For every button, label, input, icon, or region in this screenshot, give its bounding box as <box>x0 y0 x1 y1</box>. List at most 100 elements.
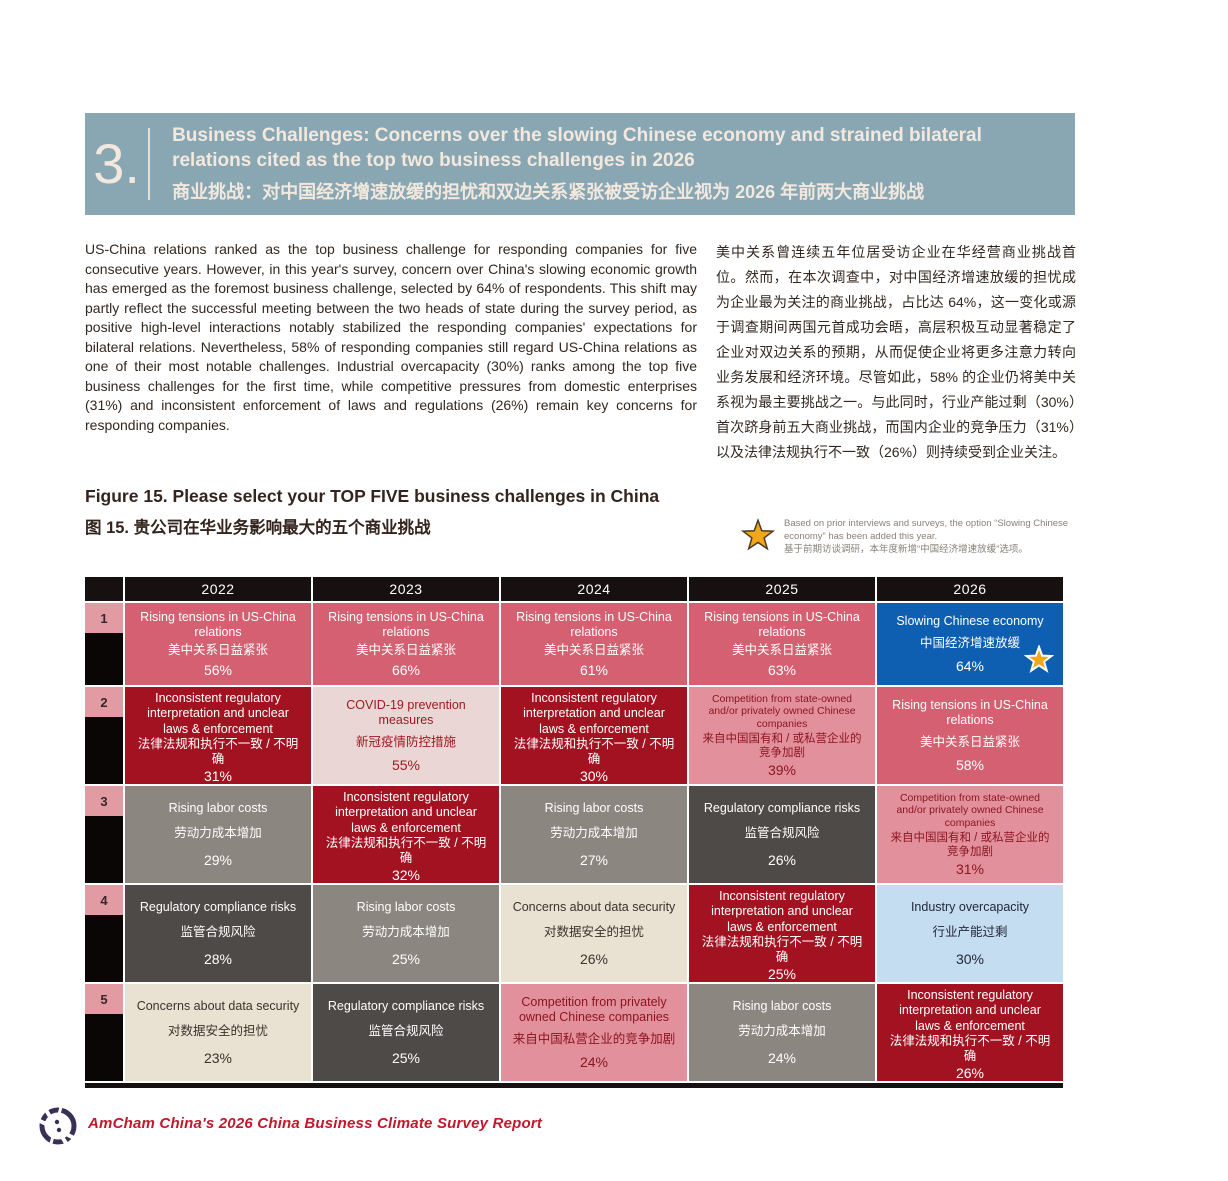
section-titles: Business Challenges: Concerns over the s… <box>172 124 1075 204</box>
challenge-label-en: Concerns about data security <box>136 998 300 1013</box>
rank-number: 5 <box>85 984 123 1014</box>
challenge-value: 25% <box>767 966 797 982</box>
challenge-label-zh: 监管合规风险 <box>180 925 256 940</box>
footer-report-title: AmCham China's 2026 China Business Clima… <box>88 1115 543 1132</box>
figure-title-zh: 图 15. 贵公司在华业务影响最大的五个商业挑战 <box>85 519 431 537</box>
challenge-value: 31% <box>203 768 233 784</box>
challenge-label-zh: 美中关系日益紧张 <box>919 734 1020 749</box>
challenge-cell: Rising tensions in US-China relations 美中关… <box>689 603 875 685</box>
challenge-label-en: COVID-19 prevention measures <box>346 697 466 727</box>
challenge-label-zh: 监管合规风险 <box>744 826 820 841</box>
table-bottom-bar <box>85 1083 1063 1088</box>
challenge-label-en: Competition from state-owned and/or priv… <box>708 692 856 730</box>
figure-title: Figure 15. Please select your TOP FIVE b… <box>85 486 659 538</box>
challenge-label-en: Competition from privately owned Chinese… <box>518 994 670 1024</box>
challenge-value: 27% <box>579 852 609 869</box>
challenge-label-en: Rising labor costs <box>544 800 644 815</box>
rank-number: 2 <box>85 687 123 717</box>
challenge-label-en: Inconsistent regulatory interpretation a… <box>899 988 1041 1033</box>
challenge-label-zh: 行业产能过剩 <box>932 925 1008 940</box>
figure-note-zh: 基于前期访谈调研，本年度新增“中国经济增速放缓”选项。 <box>784 543 1028 555</box>
challenge-value: 39% <box>767 762 797 779</box>
rank-number: 4 <box>85 885 123 915</box>
star-icon <box>740 518 776 559</box>
section-header-band: 3. Business Challenges: Concerns over th… <box>85 113 1075 215</box>
challenge-cell: Regulatory compliance risks 监管合规风险 26% <box>689 786 875 883</box>
challenge-cell: Rising tensions in US-China relations 美中关… <box>125 603 311 685</box>
band-divider <box>148 128 151 200</box>
challenge-cell: Concerns about data security 对数据安全的担忧 26% <box>501 885 687 982</box>
challenge-cell: Inconsistent regulatory interpretation a… <box>501 687 687 784</box>
challenge-label-zh: 美中关系日益紧张 <box>355 643 456 658</box>
challenge-label-en: Regulatory compliance risks <box>139 899 297 914</box>
figure-note-en: Based on prior interviews and surveys, t… <box>784 518 1069 542</box>
challenge-cell: Competition from privately owned Chinese… <box>501 984 687 1081</box>
challenge-cell: Inconsistent regulatory interpretation a… <box>313 786 499 883</box>
challenge-cell: Rising labor costs 劳动力成本增加 27% <box>501 786 687 883</box>
rank-cell: 5 <box>85 984 123 1081</box>
challenge-value: 24% <box>579 1054 609 1071</box>
challenge-label-en: Industry overcapacity <box>910 899 1030 914</box>
challenge-label-zh: 对数据安全的担忧 <box>167 1024 268 1039</box>
challenge-cell: Rising tensions in US-China relations 美中关… <box>501 603 687 685</box>
star-icon <box>1023 643 1055 675</box>
challenge-cell: Competition from state-owned and/or priv… <box>689 687 875 784</box>
year-header: 2025 <box>689 577 875 601</box>
challenge-label-en: Competition from state-owned and/or priv… <box>896 791 1044 829</box>
challenge-label-zh: 法律法规和执行不一致 / 不明确 <box>701 934 863 965</box>
challenge-cell: Slowing Chinese economy 中国经济增速放缓 64% <box>877 603 1063 685</box>
body-paragraph-zh: 美中关系曾连续五年位居受访企业在华经营商业挑战首位。然而，在本次调查中，对中国经… <box>716 244 1076 460</box>
challenge-label-en: Rising labor costs <box>732 998 832 1013</box>
challenge-cell: Concerns about data security 对数据安全的担忧 23% <box>125 984 311 1081</box>
challenge-cell: Rising tensions in US-China relations 美中关… <box>313 603 499 685</box>
challenge-label-en: Inconsistent regulatory interpretation a… <box>147 691 289 736</box>
challenge-label-en: Inconsistent regulatory interpretation a… <box>711 889 853 934</box>
section-number: 3. <box>93 132 140 195</box>
challenge-label-zh: 劳动力成本增加 <box>174 826 262 841</box>
challenge-label-en: Rising tensions in US-China relations <box>704 609 860 640</box>
figure-note-text: Based on prior interviews and surveys, t… <box>784 518 1080 556</box>
challenge-label-zh: 法律法规和执行不一致 / 不明确 <box>513 736 675 767</box>
section-title-zh: 商业挑战：对中国经济增速放缓的担忧和双边关系紧张被受访企业视为 2026 年前两… <box>172 181 925 202</box>
challenge-label-zh: 监管合规风险 <box>368 1024 444 1039</box>
challenge-label-zh: 法律法规和执行不一致 / 不明确 <box>889 1033 1051 1064</box>
challenge-value: 55% <box>391 757 421 774</box>
challenge-label-zh: 劳动力成本增加 <box>362 925 450 940</box>
challenge-cell: Inconsistent regulatory interpretation a… <box>689 885 875 982</box>
challenge-cell: Industry overcapacity 行业产能过剩 30% <box>877 885 1063 982</box>
challenge-cell: Inconsistent regulatory interpretation a… <box>877 984 1063 1081</box>
challenge-label-zh: 美中关系日益紧张 <box>731 643 832 658</box>
challenge-value: 26% <box>579 951 609 968</box>
challenge-label-zh: 劳动力成本增加 <box>738 1024 826 1039</box>
rank-cell: 4 <box>85 885 123 982</box>
section-title-en: Business Challenges: Concerns over the s… <box>172 125 982 171</box>
challenge-value: 32% <box>391 867 421 883</box>
challenge-label-zh: 美中关系日益紧张 <box>167 643 268 658</box>
challenge-label-en: Rising labor costs <box>356 899 456 914</box>
challenge-cell: Regulatory compliance risks 监管合规风险 25% <box>313 984 499 1081</box>
challenge-label-en: Rising tensions in US-China relations <box>516 609 672 640</box>
challenge-label-en: Concerns about data security <box>512 899 676 914</box>
challenge-label-en: Rising tensions in US-China relations <box>328 609 484 640</box>
challenge-value: 61% <box>579 662 609 679</box>
challenge-label-en: Regulatory compliance risks <box>327 998 485 1013</box>
amcham-logo-icon <box>30 1088 86 1166</box>
challenge-label-zh: 来自中国国有和 / 或私营企业的竞争加剧 <box>890 832 1050 859</box>
challenge-label-zh: 法律法规和执行不一致 / 不明确 <box>325 835 487 866</box>
figure-note: Based on prior interviews and surveys, t… <box>740 518 1080 559</box>
rank-number: 1 <box>85 603 123 633</box>
challenge-label-en: Rising tensions in US-China relations <box>892 697 1048 727</box>
challenge-label-zh: 法律法规和执行不一致 / 不明确 <box>137 736 299 767</box>
challenge-cell: Rising tensions in US-China relations 美中关… <box>877 687 1063 784</box>
challenge-label-en: Inconsistent regulatory interpretation a… <box>335 790 477 835</box>
year-header: 2022 <box>125 577 311 601</box>
challenge-label-en: Rising labor costs <box>168 800 268 815</box>
challenge-value: 25% <box>391 951 421 968</box>
challenge-label-zh: 劳动力成本增加 <box>550 826 638 841</box>
challenge-value: 24% <box>767 1050 797 1067</box>
challenge-label-zh: 中国经济增速放缓 <box>919 635 1020 650</box>
challenge-label-zh: 来自中国私营企业的竞争加剧 <box>512 1031 676 1046</box>
rank-cell: 3 <box>85 786 123 883</box>
challenge-label-zh: 对数据安全的担忧 <box>543 925 644 940</box>
challenge-cell: Competition from state-owned and/or priv… <box>877 786 1063 883</box>
